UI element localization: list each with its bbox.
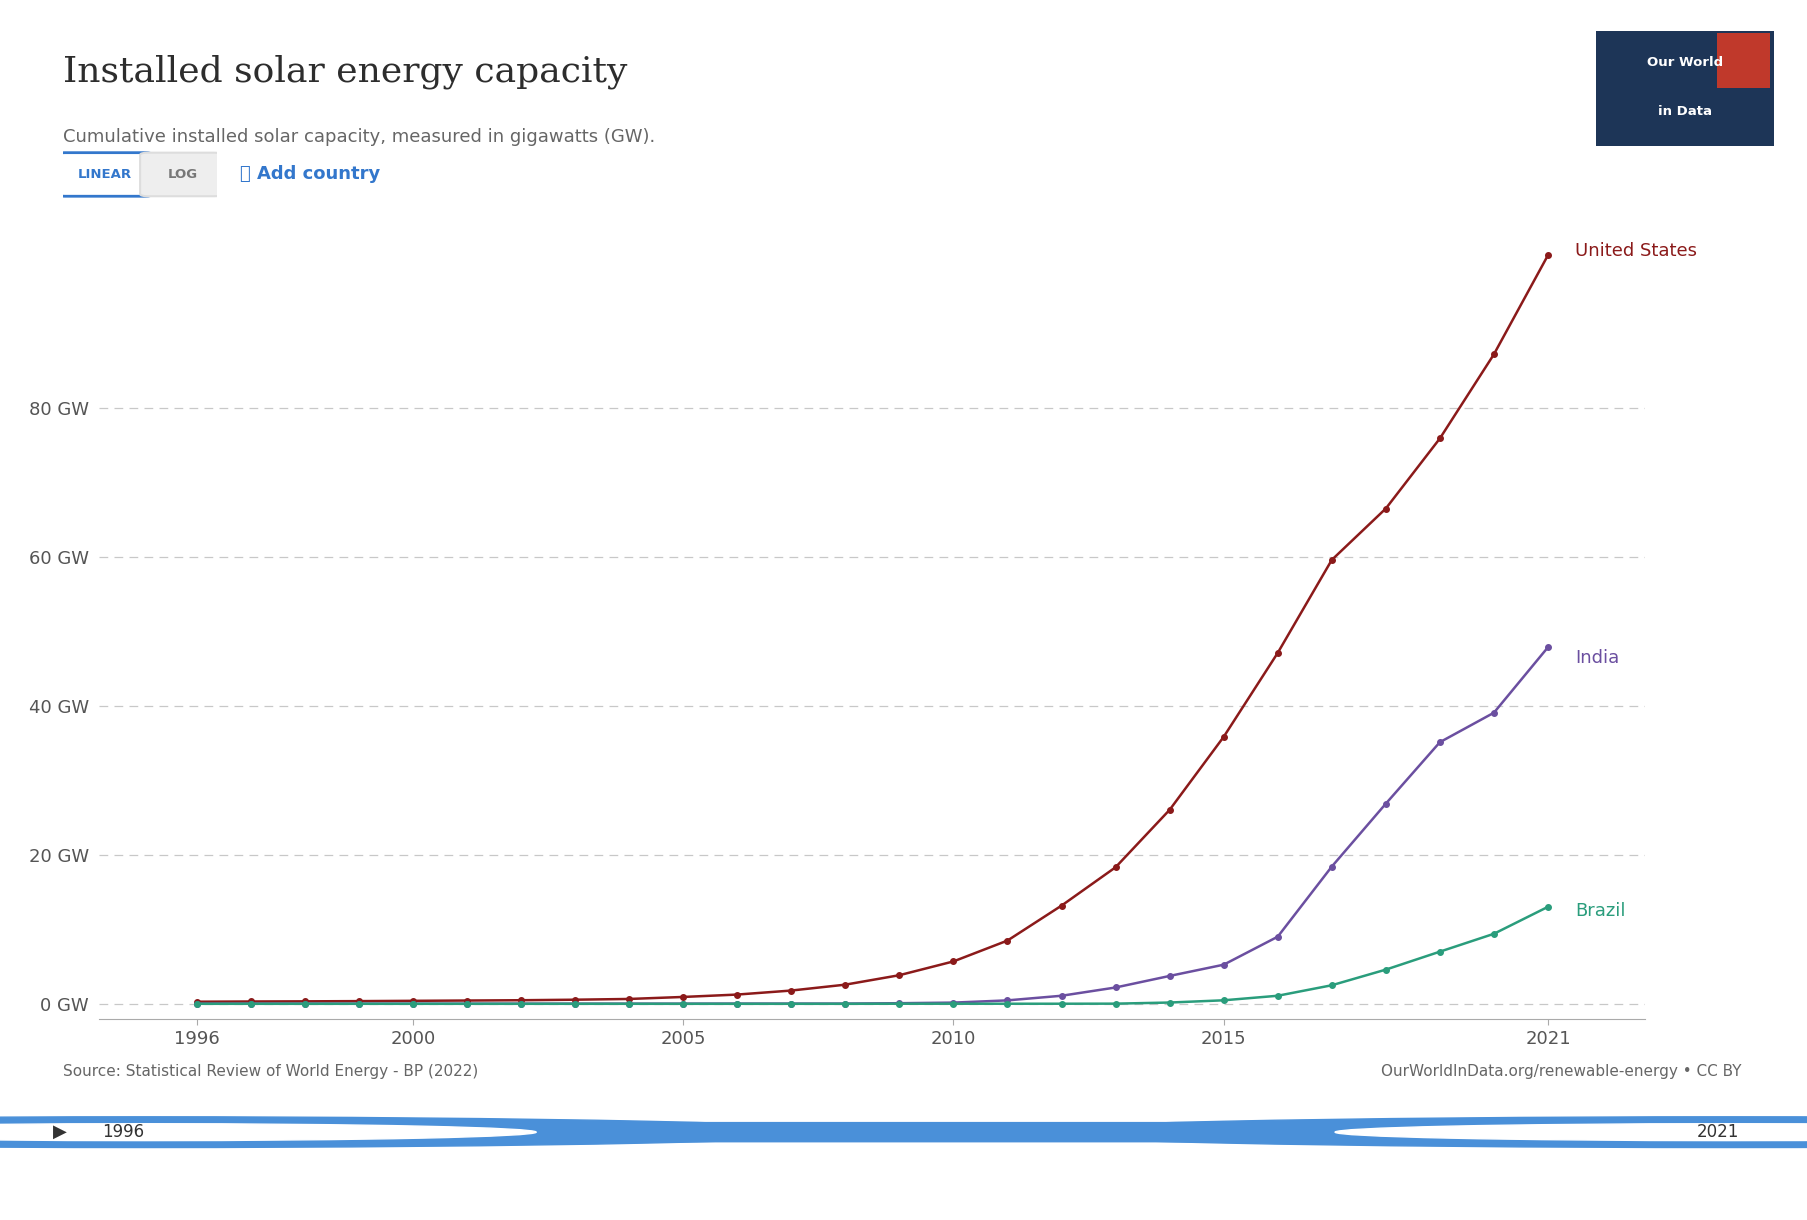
Text: in Data: in Data	[1657, 105, 1711, 118]
FancyBboxPatch shape	[141, 152, 222, 196]
FancyBboxPatch shape	[1717, 33, 1769, 89]
Text: 2021: 2021	[1697, 1124, 1738, 1141]
Text: United States: United States	[1574, 243, 1697, 260]
Circle shape	[0, 1124, 537, 1141]
Text: ➕ Add country: ➕ Add country	[240, 166, 381, 183]
Text: Cumulative installed solar capacity, measured in gigawatts (GW).: Cumulative installed solar capacity, mea…	[63, 128, 656, 146]
Text: LINEAR: LINEAR	[78, 168, 132, 181]
FancyBboxPatch shape	[58, 152, 152, 196]
Text: ▶: ▶	[52, 1124, 67, 1141]
Text: Brazil: Brazil	[1574, 902, 1624, 920]
Circle shape	[1014, 1116, 1807, 1148]
Text: Source: Statistical Review of World Energy - BP (2022): Source: Statistical Review of World Ener…	[63, 1064, 479, 1078]
Circle shape	[0, 1116, 857, 1148]
Text: OurWorldInData.org/renewable-energy • CC BY: OurWorldInData.org/renewable-energy • CC…	[1381, 1064, 1740, 1078]
Text: 1996: 1996	[101, 1124, 145, 1141]
Text: India: India	[1574, 649, 1619, 667]
Circle shape	[1334, 1124, 1807, 1141]
Text: Our World: Our World	[1646, 56, 1722, 70]
Text: Installed solar energy capacity: Installed solar energy capacity	[63, 55, 627, 89]
FancyBboxPatch shape	[145, 1122, 1726, 1142]
Text: LOG: LOG	[168, 168, 197, 181]
